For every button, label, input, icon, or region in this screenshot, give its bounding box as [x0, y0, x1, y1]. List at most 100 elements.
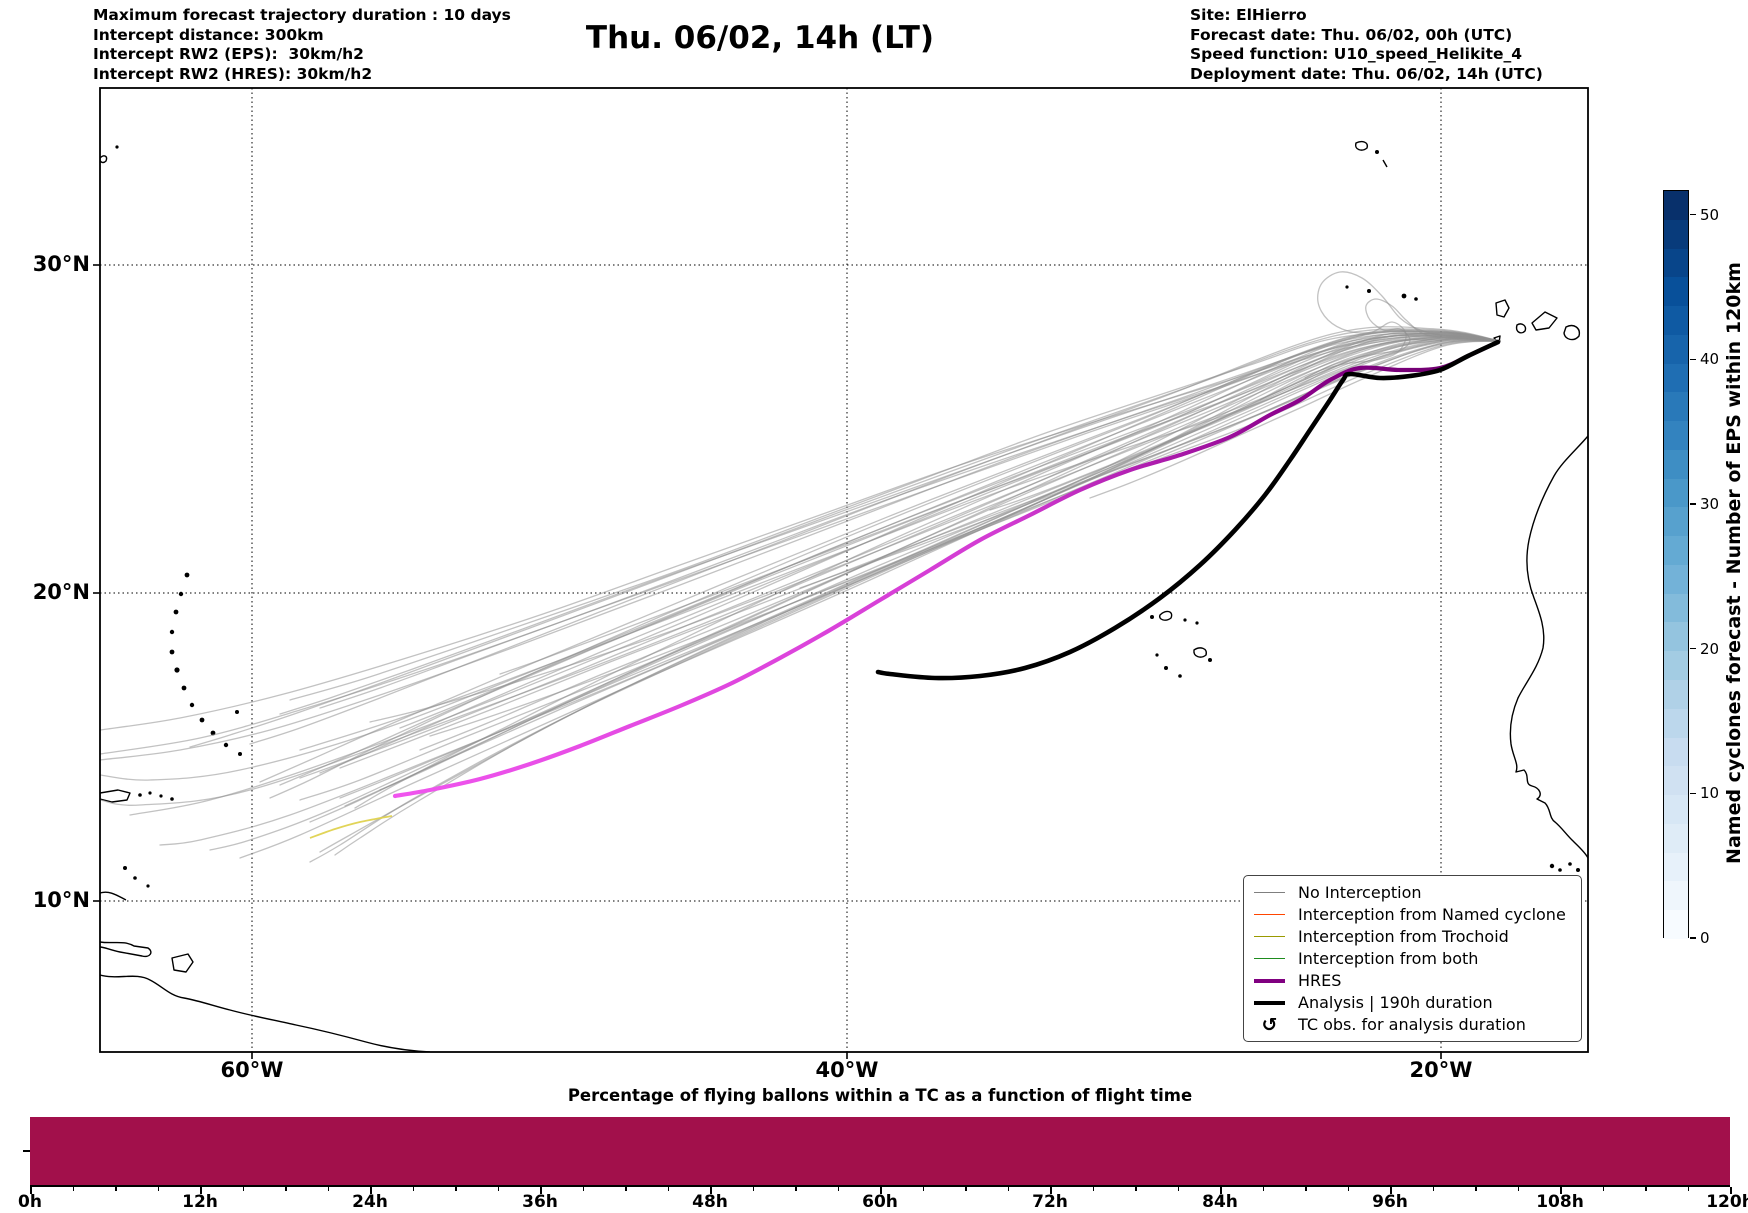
legend-line-swatch [1254, 957, 1285, 959]
x-minor-tick [1517, 1187, 1520, 1191]
legend-item: Interception from both [1254, 948, 1571, 969]
x-tick-label: 0h [18, 1192, 42, 1212]
x-minor-tick [667, 1187, 670, 1191]
x-tick-label: 72h [1032, 1192, 1068, 1212]
colorbar-band [1664, 795, 1688, 824]
colorbar-tick [1690, 792, 1696, 794]
colorbar-band [1664, 277, 1688, 307]
x-minor-tick [837, 1187, 840, 1191]
x-minor-tick [327, 1187, 330, 1191]
colorbar-tick [1690, 937, 1696, 939]
legend-item-label: TC obs. for analysis duration [1298, 1015, 1526, 1035]
eps-count-colorbar [1663, 190, 1689, 939]
legend-item-label: No Interception [1298, 882, 1422, 902]
bottom-chart-y-tick [23, 1150, 30, 1152]
colorbar-band [1664, 593, 1688, 623]
colorbar-tick [1690, 213, 1696, 216]
legend-line-swatch [1254, 913, 1285, 915]
colorbar-tick-label: 20 [1700, 639, 1720, 658]
lat-tick-label: 10°N [32, 888, 90, 912]
x-minor-tick [1092, 1187, 1095, 1191]
x-major-tick [540, 1187, 542, 1194]
x-tick-label: 36h [522, 1192, 558, 1212]
tc-cyclone-icon: ↺ [1261, 1013, 1278, 1036]
colorbar-tick [1690, 358, 1696, 360]
x-major-tick [1390, 1187, 1392, 1194]
colorbar-tick-label: 0 [1700, 929, 1710, 947]
x-major-tick [710, 1187, 712, 1194]
colorbar-band [1664, 507, 1688, 537]
legend-item-label: Interception from Trochoid [1298, 926, 1509, 946]
legend-item: Analysis | 190h duration [1254, 992, 1571, 1013]
x-major-tick [880, 1187, 882, 1194]
info-line: Speed function: U10_speed_Helikite_4 [1190, 45, 1523, 63]
x-minor-tick [965, 1187, 967, 1191]
colorbar-band [1664, 449, 1688, 479]
site-forecast-info-text: Site: ElHierro Forecast date: Thu. 06/02,… [1190, 6, 1543, 84]
x-tick-label: 108h [1536, 1192, 1584, 1212]
legend-item-label: Interception from Named cyclone [1298, 904, 1566, 924]
info-line: Intercept distance: 300km [93, 25, 324, 44]
trochoid-trajectory [309, 815, 393, 839]
x-minor-tick [72, 1187, 75, 1191]
x-minor-tick [625, 1187, 627, 1191]
legend-item: ↺ TC obs. for analysis duration [1254, 1014, 1571, 1035]
x-minor-tick [1135, 1187, 1137, 1191]
x-minor-tick [1645, 1187, 1647, 1191]
hres-trajectory [392, 339, 1501, 799]
x-major-tick [1730, 1187, 1732, 1194]
info-line: Intercept RW2 (EPS): 30km/h2 [93, 45, 364, 63]
legend-line-swatch [1254, 935, 1285, 937]
info-line: Deployment date: Thu. 06/02, 14h (UTC) [1190, 64, 1543, 83]
legend-item-label: Interception from both [1298, 948, 1479, 968]
x-minor-tick [242, 1187, 245, 1191]
page-title: Thu. 06/02, 14h (LT) [585, 20, 935, 56]
colorbar-band [1664, 737, 1688, 767]
x-major-tick [1220, 1187, 1222, 1194]
colorbar-band [1664, 478, 1688, 508]
colorbar-band [1664, 219, 1688, 249]
bottom-chart-title: Percentage of flying ballons within a TC… [567, 1086, 1193, 1105]
x-minor-tick [115, 1187, 117, 1191]
colorbar-band [1664, 766, 1688, 796]
info-line: Maximum forecast trajectory duration : 1… [93, 6, 511, 24]
x-minor-tick [752, 1187, 755, 1191]
colorbar-tick [1690, 647, 1696, 650]
lon-tick-label: 20°W [1409, 1058, 1473, 1082]
colorbar-band [1664, 852, 1688, 882]
colorbar-band [1664, 363, 1688, 393]
x-minor-tick [582, 1187, 585, 1191]
map-legend: No Interception Interception from Named c… [1243, 875, 1582, 1042]
lon-tick-label: 40°W [815, 1058, 879, 1082]
x-minor-tick [497, 1187, 500, 1191]
colorbar-band [1664, 881, 1688, 911]
x-major-tick [1050, 1187, 1052, 1194]
colorbar-band [1664, 536, 1688, 565]
colorbar-band [1664, 191, 1688, 220]
colorbar-band [1664, 651, 1688, 681]
map-frame [99, 87, 1589, 1053]
x-major-tick [200, 1187, 202, 1194]
x-tick-label: 24h [352, 1192, 388, 1212]
x-tick-label: 60h [862, 1192, 898, 1212]
colorbar-band [1664, 564, 1688, 594]
analysis-trajectory [875, 339, 1501, 681]
coastlines [100, 140, 1588, 1052]
x-minor-tick [1475, 1187, 1477, 1191]
tc-percentage-bar [30, 1117, 1730, 1185]
x-minor-tick [455, 1187, 457, 1191]
colorbar-band [1664, 910, 1688, 939]
colorbar-tick-label: 30 [1700, 494, 1720, 513]
x-minor-tick [412, 1187, 415, 1191]
bottom-chart-x-axis [30, 1185, 1730, 1187]
x-major-tick [370, 1187, 372, 1194]
x-minor-tick [1602, 1187, 1605, 1191]
x-minor-tick [1262, 1187, 1265, 1191]
lon-tick-label: 60°W [220, 1058, 284, 1082]
legend-item: Interception from Trochoid [1254, 926, 1571, 947]
x-minor-tick [285, 1187, 287, 1191]
forecast-settings-text: Maximum forecast trajectory duration : 1… [93, 6, 511, 84]
colorbar-label: Named cyclones forecast - Number of EPS … [1723, 262, 1745, 864]
colorbar-tick-label: 40 [1700, 350, 1720, 369]
